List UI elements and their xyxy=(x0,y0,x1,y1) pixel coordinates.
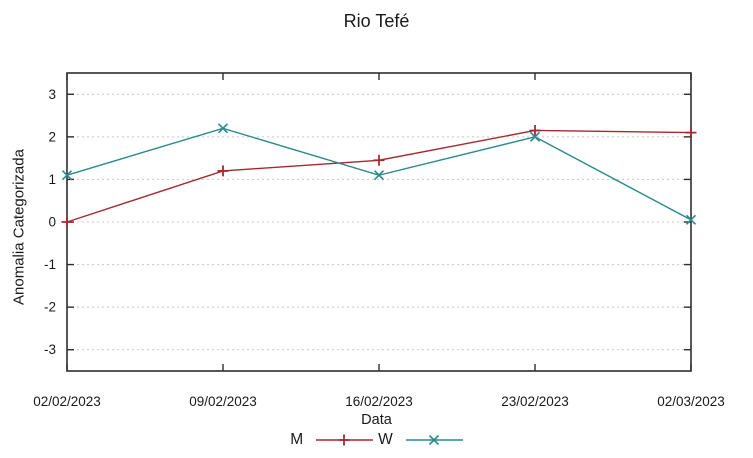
y-axis-label: Anomalia Categorizada xyxy=(10,149,28,305)
x-axis-label: Data xyxy=(361,412,392,428)
series-marker-M xyxy=(217,165,229,177)
y-tick-label: 2 xyxy=(48,129,56,144)
legend-label-M: M xyxy=(290,431,304,448)
legend-item-M: M xyxy=(290,431,374,449)
legend-sample-marker-M xyxy=(338,434,350,446)
y-tick-label: -3 xyxy=(44,342,56,357)
series-marker-M xyxy=(373,154,385,166)
x-tick-label: 09/02/2023 xyxy=(189,394,257,409)
series-marker-W xyxy=(529,131,541,142)
y-tick-label: 1 xyxy=(48,172,56,187)
series-marker-M xyxy=(685,127,697,139)
legend-sample-M xyxy=(316,434,374,446)
series-marker-M xyxy=(61,216,73,228)
y-tick-label: -2 xyxy=(44,300,56,315)
x-tick-label: 23/02/2023 xyxy=(501,394,569,409)
series-marker-W xyxy=(217,123,229,134)
series-marker-W xyxy=(373,170,385,181)
chart-title: Rio Tefé xyxy=(343,11,410,31)
x-tick-label: 16/02/2023 xyxy=(345,394,413,409)
legend-sample-W xyxy=(405,434,463,446)
y-tick-label: -1 xyxy=(44,257,56,272)
legend-item-W: W xyxy=(378,431,463,449)
series-marker-M xyxy=(529,124,541,136)
y-tick-label: 0 xyxy=(48,215,56,230)
legend-label-W: W xyxy=(378,431,393,448)
series-marker-W xyxy=(685,214,697,225)
legend-sample-marker-W xyxy=(428,434,439,446)
x-tick-label: 02/02/2023 xyxy=(33,394,101,409)
y-tick-label: 3 xyxy=(48,87,56,102)
x-tick-label: 02/03/2023 xyxy=(657,394,725,409)
series-marker-W xyxy=(61,170,73,181)
